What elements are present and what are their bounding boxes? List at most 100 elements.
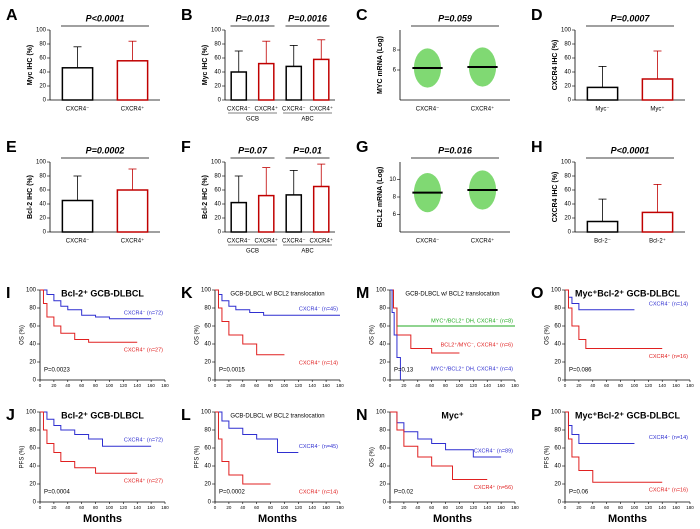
y-tick-label: 40 <box>29 464 36 470</box>
y-tick-label: 40 <box>379 342 386 348</box>
y-tick-label: 60 <box>39 56 46 62</box>
x-tick-label: 40 <box>415 505 421 510</box>
x-tick-label: 80 <box>618 505 624 510</box>
survival-curve <box>215 289 340 316</box>
p-value: P=0.016 <box>438 145 473 155</box>
group-label: ABC <box>301 249 314 255</box>
y-tick-label: 40 <box>39 70 46 76</box>
bar <box>285 194 303 233</box>
survival-curve <box>215 289 285 356</box>
x-tick-label: 20 <box>226 505 232 510</box>
legend-entry: CXCR4⁻ (n=72) <box>124 310 163 316</box>
x-tick-label: 40 <box>240 505 246 510</box>
y-tick-label: 80 <box>214 42 221 48</box>
x-tick-label: 140 <box>133 505 141 510</box>
y-tick-label: 40 <box>214 70 221 76</box>
y-tick-label: 0 <box>568 98 572 104</box>
y-tick-label: 100 <box>26 288 37 294</box>
survival-curve <box>390 289 460 354</box>
y-axis-label: BCL2 mRNA (Log) <box>377 167 384 228</box>
x-tick-label: 20 <box>226 383 232 388</box>
x-tick-label: Bcl-2⁻ <box>594 239 611 245</box>
x-tick-label: CXCR4⁻ <box>416 239 440 245</box>
y-axis-label: Bcl-2 IHC (%) <box>27 175 34 219</box>
x-tick-label: 160 <box>497 505 505 510</box>
y-tick-label: 40 <box>554 342 561 348</box>
y-tick-label: 6 <box>393 68 397 74</box>
chart-title: Bcl-2⁺ GCB-DLBCL <box>61 288 144 298</box>
p-value: P=0.0007 <box>611 13 651 23</box>
x-tick-label: 120 <box>470 383 478 388</box>
y-tick-label: 20 <box>214 216 221 222</box>
x-tick-label: 140 <box>133 383 141 388</box>
p-value: P=0.0016 <box>288 13 328 23</box>
legend-entry: CXCR4⁺ (n=56) <box>474 484 513 491</box>
x-tick-label: CXCR4⁻ <box>66 107 90 113</box>
y-tick-label: 0 <box>43 98 47 104</box>
y-axis-label: MYC mRNA (Log) <box>377 36 384 94</box>
legend-entry: CXCR4⁻ (n=45) <box>299 444 338 450</box>
survival-curve <box>390 289 401 380</box>
x-tick-label: 140 <box>483 383 491 388</box>
x-tick-label: 180 <box>511 505 519 510</box>
x-tick-label: 140 <box>308 383 316 388</box>
y-axis-label: Myc IHC (%) <box>27 45 34 85</box>
panel-letter: J <box>6 407 15 424</box>
y-axis-label: OS (%) <box>20 325 26 345</box>
panel-letter: H <box>531 139 543 156</box>
y-tick-label: 60 <box>554 324 561 330</box>
y-tick-label: 40 <box>564 70 571 76</box>
x-tick-label: 140 <box>658 383 666 388</box>
bar <box>61 199 94 233</box>
p-value: P<0.0001 <box>611 145 650 155</box>
x-tick-label: 100 <box>106 383 114 388</box>
x-tick-label: 160 <box>147 505 155 510</box>
y-tick-label: 20 <box>39 84 46 90</box>
y-tick-label: 8 <box>393 195 397 201</box>
legend-entry: CXCR4⁺ (n=27) <box>124 347 163 354</box>
chart-title: GCB-DLBCL w/ BCL2 translocation <box>405 292 499 298</box>
x-tick-label: 100 <box>281 383 289 388</box>
y-tick-label: 100 <box>551 410 562 416</box>
y-tick-label: 60 <box>39 188 46 194</box>
y-tick-label: 80 <box>39 42 46 48</box>
x-tick-label: 0 <box>39 505 42 510</box>
x-tick-label: 0 <box>564 505 567 510</box>
y-tick-label: 60 <box>29 324 36 330</box>
x-tick-label: CXCR4⁻ <box>227 107 251 113</box>
y-tick-label: 0 <box>43 230 47 236</box>
bar <box>61 67 94 101</box>
y-axis-label: Myc IHC (%) <box>202 45 209 85</box>
y-tick-label: 40 <box>204 342 211 348</box>
y-tick-label: 20 <box>29 360 36 366</box>
y-tick-label: 20 <box>39 216 46 222</box>
y-tick-label: 80 <box>29 428 36 434</box>
y-tick-label: 60 <box>564 56 571 62</box>
y-tick-label: 80 <box>379 306 386 312</box>
bar <box>312 58 330 101</box>
legend-entry: CXCR4⁻ (n=14) <box>649 301 688 307</box>
x-tick-label: 80 <box>443 505 449 510</box>
y-tick-label: 20 <box>554 482 561 488</box>
y-tick-label: 80 <box>554 428 561 434</box>
panel-letter: A <box>6 7 18 24</box>
y-axis-label: OS (%) <box>195 325 201 345</box>
bar <box>257 62 275 101</box>
x-tick-label: 40 <box>415 383 421 388</box>
y-tick-label: 8 <box>393 48 397 54</box>
panel-letter: G <box>356 139 368 156</box>
panel-letter: M <box>356 285 369 302</box>
y-tick-label: 60 <box>379 446 386 452</box>
x-tick-label: CXCR4⁺ <box>471 238 495 245</box>
x-tick-label: 140 <box>658 505 666 510</box>
survival-curve <box>565 411 663 483</box>
x-tick-label: CXCR4⁺ <box>309 238 333 245</box>
y-tick-label: 20 <box>554 360 561 366</box>
y-tick-label: 40 <box>379 464 386 470</box>
x-tick-label: 60 <box>429 505 435 510</box>
p-value: P=0.0004 <box>44 490 71 496</box>
x-tick-label: 140 <box>308 505 316 510</box>
panel-letter: K <box>181 285 193 302</box>
survival-curve <box>40 289 138 343</box>
x-tick-label: 0 <box>214 505 217 510</box>
